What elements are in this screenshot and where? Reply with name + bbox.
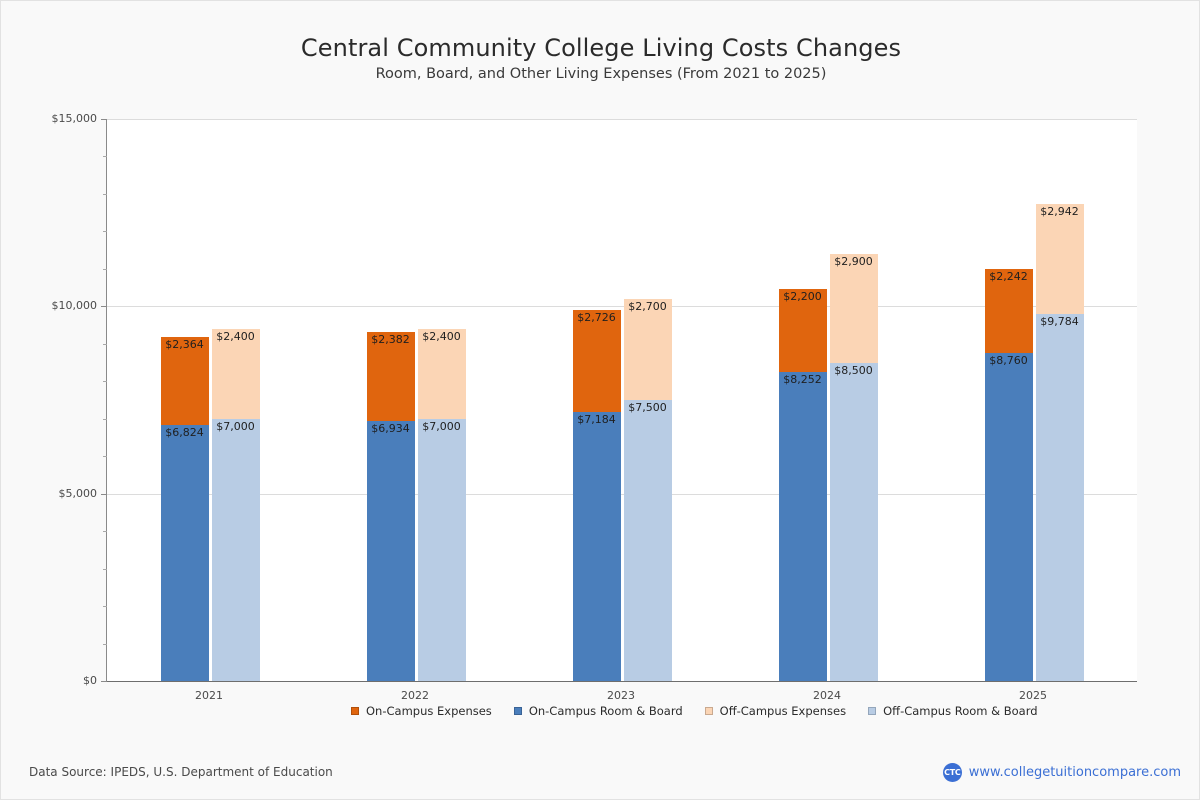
bar-segment[interactable] (829, 253, 878, 363)
x-axis-label: 2021 (195, 689, 223, 702)
x-axis-label: 2025 (1019, 689, 1047, 702)
legend-label: On-Campus Room & Board (528, 704, 683, 718)
bar-segment[interactable] (417, 328, 466, 419)
bar-segment[interactable] (984, 352, 1033, 681)
bar-stack[interactable]: $8,252 $2,200 (778, 119, 827, 681)
bar-segment[interactable] (572, 309, 621, 412)
y-axis-label: $5,000 (58, 486, 98, 500)
y-axis-minor-tick (103, 231, 107, 233)
legend-item[interactable]: On-Campus Expenses (351, 703, 492, 719)
y-axis-minor-tick (103, 531, 107, 533)
y-axis-minor-tick (103, 343, 107, 345)
y-axis-minor-tick (103, 193, 107, 195)
legend-item[interactable]: Off-Campus Expenses (704, 703, 847, 719)
legend-swatch-icon (513, 707, 522, 715)
bar-segment[interactable] (160, 336, 209, 426)
bar-segment[interactable] (778, 289, 827, 372)
y-axis-tick (101, 681, 107, 682)
legend-label: Off-Campus Expenses (719, 704, 847, 718)
bar-stack[interactable]: $6,934 $2,382 (366, 119, 415, 681)
y-axis-minor-tick (103, 568, 107, 570)
chart-legend: On-Campus Expenses On-Campus Room & Board… (106, 703, 1136, 723)
brand-watermark[interactable]: CTC www.collegetuitioncompare.com (942, 763, 1181, 782)
bar-stack[interactable]: $7,000 $2,400 (211, 119, 260, 681)
bar-stack[interactable]: $9,784 $2,942 (1035, 119, 1084, 681)
bar-segment[interactable] (1035, 204, 1084, 315)
x-axis-label: 2023 (607, 689, 635, 702)
bar-segment[interactable] (984, 268, 1033, 353)
bar-stack[interactable]: $7,184 $2,726 (572, 119, 621, 681)
bar-stack[interactable]: $8,760 $2,242 (984, 119, 1033, 681)
y-axis-tick (101, 306, 107, 308)
y-axis-minor-tick (103, 606, 107, 608)
bar-stack[interactable]: $7,500 $2,700 (623, 119, 672, 681)
x-axis-label: 2022 (401, 689, 429, 702)
data-source-note: Data Source: IPEDS, U.S. Department of E… (29, 765, 333, 779)
chart-title: Central Community College Living Costs C… (300, 34, 902, 62)
bar-segment[interactable] (366, 331, 415, 422)
legend-swatch-icon (704, 707, 713, 715)
bar-segment[interactable] (572, 411, 621, 681)
chart-subtitle: Room, Board, and Other Living Expenses (… (375, 66, 827, 82)
legend-label: Off-Campus Room & Board (883, 704, 1038, 718)
y-axis-minor-tick (103, 381, 107, 383)
legend-item[interactable]: On-Campus Room & Board (513, 703, 683, 719)
gridline (107, 119, 1137, 120)
bar-segment[interactable] (211, 328, 260, 419)
bar-segment[interactable] (778, 371, 827, 681)
bar-stack[interactable]: $7,000 $2,400 (417, 119, 466, 681)
gridline (107, 493, 1137, 495)
bar-segment[interactable] (366, 421, 415, 681)
y-axis-minor-tick (103, 643, 107, 645)
y-axis-label: $10,000 (51, 299, 98, 313)
y-axis-label: $0 (83, 674, 97, 687)
plot-area: $6,824 $2,364 $7,000 $2,400 $6,934 $2,382 $7,0… (101, 119, 1137, 682)
legend-swatch-icon (351, 707, 359, 715)
bar-segment[interactable] (623, 298, 672, 400)
y-axis-minor-tick (103, 456, 107, 458)
legend-swatch-icon (868, 707, 877, 715)
bar-segment[interactable] (1035, 314, 1084, 681)
y-axis-minor-tick (103, 156, 107, 158)
y-axis-label: $15,000 (51, 112, 98, 125)
legend-item[interactable]: Off-Campus Room & Board (868, 703, 1038, 719)
legend-label: On-Campus Expenses (366, 704, 492, 718)
bar-segment[interactable] (623, 400, 672, 681)
ctc-logo-icon: CTC (942, 763, 962, 782)
bar-segment[interactable] (160, 425, 209, 681)
brand-url-link[interactable]: www.collegetuitioncompare.com (968, 765, 1181, 780)
y-axis-minor-tick (103, 418, 107, 420)
x-axis-label: 2024 (813, 689, 841, 702)
gridline (107, 306, 1137, 308)
bar-stack[interactable]: $6,824 $2,364 (160, 119, 209, 681)
y-axis-tick (101, 119, 107, 120)
y-axis-tick (101, 493, 107, 495)
bar-segment[interactable] (417, 418, 466, 681)
y-axis-minor-tick (103, 268, 107, 270)
bar-segment[interactable] (829, 362, 878, 681)
bar-stack[interactable]: $8,500 $2,900 (829, 119, 878, 681)
bar-segment[interactable] (211, 418, 260, 681)
